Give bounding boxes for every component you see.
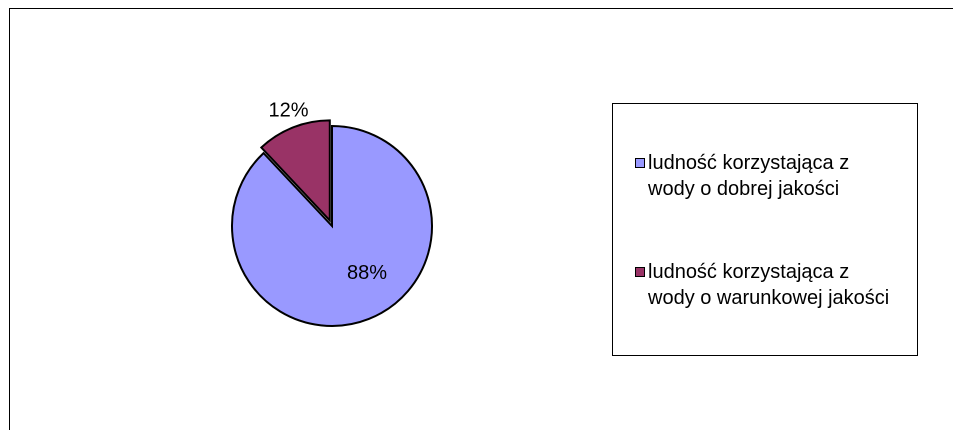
data-label-good-quality: 88%: [347, 262, 387, 284]
legend-swatch-good-quality: [635, 158, 645, 168]
legend-item-good-quality: ludność korzystająca z wody o dobrej jak…: [635, 150, 905, 202]
pie-slice-conditional-quality: [259, 119, 331, 223]
chart-area: [9, 8, 953, 430]
legend-label-conditional-quality: ludność korzystająca z wody o warunkowej…: [648, 261, 890, 309]
data-label-conditional-quality: 12%: [269, 99, 309, 121]
legend: ludność korzystająca z wody o dobrej jak…: [612, 103, 918, 356]
legend-label-good-quality: ludność korzystająca z wody o dobrej jak…: [648, 152, 850, 200]
legend-item-conditional-quality: ludność korzystająca z wody o warunkowej…: [635, 259, 905, 311]
legend-swatch-conditional-quality: [635, 267, 645, 277]
pie-slices: [231, 119, 433, 327]
pie-slice-good-quality: [231, 124, 433, 327]
